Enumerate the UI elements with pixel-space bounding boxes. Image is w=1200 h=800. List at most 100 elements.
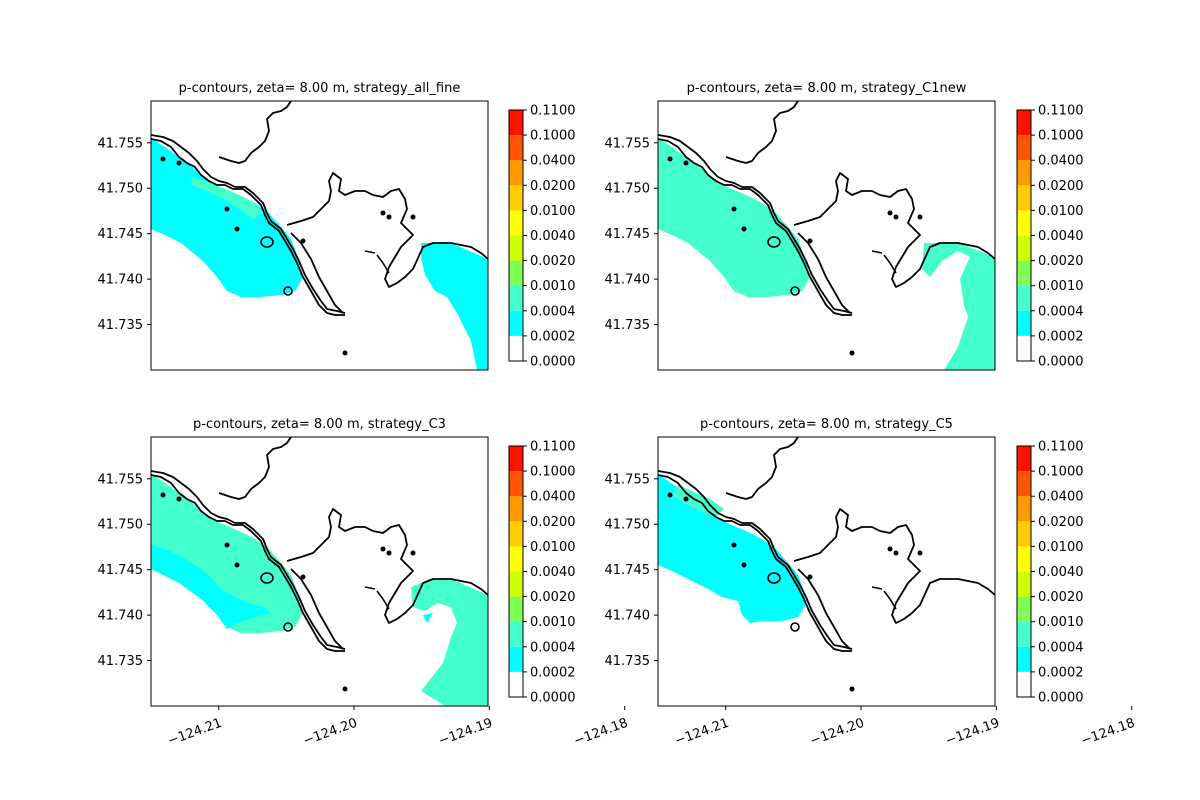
- panel-3: p-contours, zeta= 8.00 m, strategy_C3 41.…: [98, 417, 631, 749]
- x-tick-label: −124.18: [572, 716, 630, 749]
- colorbar-band-4: [509, 235, 523, 261]
- colorbar-band-2: [1017, 621, 1031, 647]
- y-tick-label: 41.750: [605, 518, 651, 533]
- rock-2: [176, 160, 182, 166]
- colorbar-band-8: [509, 135, 523, 161]
- colorbar-band-8: [1017, 471, 1031, 497]
- colorbar-1: 0.0000 0.0002 0.0004 0.0010 0.0020 0.0040 0.01…: [508, 104, 576, 370]
- colorbar-tick-label: 0.0040: [530, 565, 576, 580]
- colorbar-band-3: [1017, 596, 1031, 622]
- y-tick-label: 41.740: [98, 273, 144, 288]
- colorbar-tick-label: 0.0002: [530, 329, 576, 344]
- colorbar-band-8: [1017, 135, 1031, 161]
- rock-8: [386, 550, 392, 556]
- coastline-segment-4: [286, 172, 488, 288]
- coastline-segment-4: [286, 508, 488, 624]
- rock-4: [234, 562, 240, 568]
- y-tick-label: 41.745: [98, 227, 144, 242]
- coastline-segment-4: [793, 172, 995, 288]
- rock-7: [380, 210, 386, 216]
- colorbar-tick-label: 0.0020: [1038, 590, 1084, 605]
- contour-fills: [151, 137, 488, 370]
- y-tick-label: 41.750: [98, 518, 144, 533]
- colorbar-band-5: [1017, 546, 1031, 572]
- colorbar-tick-label: 0.0200: [1038, 179, 1084, 194]
- rock-4: [741, 226, 747, 232]
- island-2: [283, 622, 293, 632]
- colorbar-3: 0.0000 0.0002 0.0004 0.0010 0.0020 0.0040 0.01…: [508, 440, 576, 706]
- fill-band-0.0002-0.0004: [658, 473, 806, 623]
- island-2: [283, 286, 293, 296]
- colorbar-tick-label: 0.0100: [1038, 540, 1084, 555]
- colorbar-tick-label: 0.1100: [1038, 104, 1084, 119]
- y-tick-label: 41.735: [98, 654, 144, 669]
- rock-1: [667, 156, 673, 162]
- colorbar-band-3: [1017, 260, 1031, 286]
- y-tick-label: 41.740: [98, 609, 144, 624]
- colorbar-tick-label: 0.1100: [530, 440, 576, 455]
- rock-3: [731, 206, 737, 212]
- island-1: [260, 236, 274, 248]
- coastline-segment-2: [658, 134, 853, 314]
- colorbar-tick-label: 0.0000: [530, 691, 576, 706]
- colorbar-band-2: [509, 285, 523, 311]
- x-tick-label: −124.21: [673, 716, 731, 749]
- colorbar-band-7: [509, 496, 523, 522]
- colorbar-tick-label: 0.0020: [530, 254, 576, 269]
- colorbar-tick-label: 0.0002: [1038, 665, 1084, 680]
- y-tick-label: 41.735: [605, 318, 651, 333]
- colorbar-band-5: [509, 546, 523, 572]
- panel-2: p-contours, zeta= 8.00 m, strategy_C1new…: [605, 81, 996, 371]
- colorbar-tick-label: 0.1000: [1038, 465, 1084, 480]
- colorbar-tick-label: 0.0004: [1038, 304, 1084, 319]
- y-tick-label: 41.755: [98, 136, 144, 151]
- axes-frame: [150, 436, 489, 707]
- rock-8: [386, 214, 392, 220]
- rock-8: [893, 550, 899, 556]
- y-tick-label: 41.735: [98, 318, 144, 333]
- y-tick-label: 41.745: [98, 563, 144, 578]
- y-tick-label: 41.750: [98, 182, 144, 197]
- colorbar-tick-label: 0.1000: [530, 465, 576, 480]
- coastline: [658, 101, 995, 356]
- colorbar-tick-label: 0.0002: [530, 665, 576, 680]
- colorbar-band-9: [509, 110, 523, 136]
- colorbar-tick-label: 0.0200: [1038, 515, 1084, 530]
- colorbar-tick-label: 0.0040: [1038, 565, 1084, 580]
- rock-5: [300, 574, 306, 580]
- colorbar-band-3: [509, 596, 523, 622]
- colorbar-band-9: [1017, 110, 1031, 136]
- colorbar-tick-label: 0.0400: [530, 490, 576, 505]
- pier: [871, 250, 897, 274]
- colorbar-tick-label: 0.0000: [1038, 691, 1084, 706]
- coastline-segment-1: [658, 474, 852, 652]
- colorbar-tick-label: 0.0020: [530, 590, 576, 605]
- colorbar-band-6: [509, 521, 523, 547]
- rock-6: [849, 350, 855, 356]
- fill-band-0.0004-0.0010-east: [922, 243, 995, 370]
- coastline-segment-3: [725, 101, 799, 164]
- colorbar-tick-label: 0.0200: [530, 515, 576, 530]
- colorbar-band-2: [509, 621, 523, 647]
- colorbar-band-1: [509, 646, 523, 672]
- axes-frame: [657, 100, 996, 371]
- coastline-segment-3: [218, 101, 292, 164]
- colorbar-band-1: [1017, 646, 1031, 672]
- rock-7: [887, 546, 893, 552]
- axes-frame: [657, 436, 996, 707]
- rock-1: [667, 492, 673, 498]
- pier: [364, 586, 390, 610]
- coastline: [658, 437, 995, 692]
- colorbar-band-0: [1017, 335, 1031, 361]
- colorbar-band-7: [509, 160, 523, 186]
- pier: [364, 250, 390, 274]
- fill-band-0.0004-0.0010-north: [151, 473, 279, 567]
- colorbar-tick-label: 0.0004: [530, 640, 576, 655]
- colorbar-band-8: [509, 471, 523, 497]
- colorbar-band-1: [1017, 310, 1031, 336]
- y-tick-label: 41.735: [605, 654, 651, 669]
- fill-band-0.0004-0.0010: [658, 137, 810, 297]
- colorbar-tick-label: 0.1100: [1038, 440, 1084, 455]
- rock-6: [342, 686, 348, 692]
